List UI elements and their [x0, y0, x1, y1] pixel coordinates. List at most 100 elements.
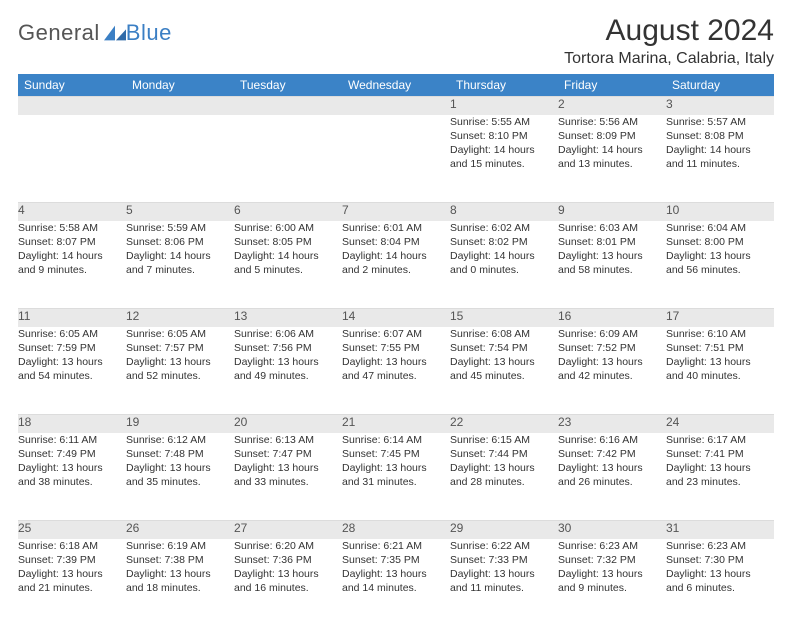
day-details: Sunrise: 6:19 AMSunset: 7:38 PMDaylight:… — [126, 539, 234, 596]
day-detail-line: Sunrise: 6:06 AM — [234, 327, 342, 341]
day-number-cell: 18 — [18, 415, 126, 433]
day-detail-line: and 33 minutes. — [234, 475, 342, 489]
day-detail-line: Sunset: 8:07 PM — [18, 235, 126, 249]
day-detail-line: Daylight: 13 hours — [342, 567, 450, 581]
day-number-cell: 14 — [342, 309, 450, 327]
day-content-cell: Sunrise: 6:02 AMSunset: 8:02 PMDaylight:… — [450, 221, 558, 309]
day-content-cell: Sunrise: 6:19 AMSunset: 7:38 PMDaylight:… — [126, 539, 234, 627]
day-detail-line: Sunrise: 6:23 AM — [666, 539, 774, 553]
day-number-row: 45678910 — [18, 203, 774, 221]
day-detail-line: Sunrise: 6:13 AM — [234, 433, 342, 447]
day-content-cell: Sunrise: 6:16 AMSunset: 7:42 PMDaylight:… — [558, 433, 666, 521]
day-detail-line: Sunrise: 6:04 AM — [666, 221, 774, 235]
day-detail-line: Sunrise: 6:18 AM — [18, 539, 126, 553]
day-detail-line: and 11 minutes. — [450, 581, 558, 595]
day-content-cell: Sunrise: 6:03 AMSunset: 8:01 PMDaylight:… — [558, 221, 666, 309]
day-detail-line: Sunset: 7:41 PM — [666, 447, 774, 461]
day-number-cell: 17 — [666, 309, 774, 327]
day-number-cell: 20 — [234, 415, 342, 433]
day-detail-line: Sunrise: 6:17 AM — [666, 433, 774, 447]
day-detail-line: Sunrise: 6:07 AM — [342, 327, 450, 341]
day-detail-line: Sunrise: 6:21 AM — [342, 539, 450, 553]
day-content-cell: Sunrise: 6:23 AMSunset: 7:30 PMDaylight:… — [666, 539, 774, 627]
day-detail-line: Sunset: 7:57 PM — [126, 341, 234, 355]
day-number-cell — [234, 97, 342, 115]
day-detail-line: Daylight: 13 hours — [234, 567, 342, 581]
day-number-cell — [18, 97, 126, 115]
day-content-cell: Sunrise: 5:59 AMSunset: 8:06 PMDaylight:… — [126, 221, 234, 309]
day-detail-line: Sunrise: 6:16 AM — [558, 433, 666, 447]
day-number-cell: 24 — [666, 415, 774, 433]
day-detail-line: Sunrise: 6:01 AM — [342, 221, 450, 235]
day-detail-line: Sunset: 7:54 PM — [450, 341, 558, 355]
day-detail-line: and 6 minutes. — [666, 581, 774, 595]
day-detail-line: Sunrise: 5:58 AM — [18, 221, 126, 235]
day-details: Sunrise: 6:03 AMSunset: 8:01 PMDaylight:… — [558, 221, 666, 278]
day-number-cell: 27 — [234, 521, 342, 539]
day-number-cell: 28 — [342, 521, 450, 539]
day-detail-line: Sunrise: 6:03 AM — [558, 221, 666, 235]
weekday-header: Thursday — [450, 74, 558, 97]
day-content-cell: Sunrise: 6:13 AMSunset: 7:47 PMDaylight:… — [234, 433, 342, 521]
day-content-cell: Sunrise: 6:12 AMSunset: 7:48 PMDaylight:… — [126, 433, 234, 521]
day-content-cell: Sunrise: 6:11 AMSunset: 7:49 PMDaylight:… — [18, 433, 126, 521]
page-header: General Blue August 2024 Tortora Marina,… — [18, 14, 774, 68]
day-detail-line: and 14 minutes. — [342, 581, 450, 595]
day-detail-line: Daylight: 14 hours — [18, 249, 126, 263]
day-number-cell: 21 — [342, 415, 450, 433]
day-detail-line: Daylight: 13 hours — [18, 355, 126, 369]
day-detail-line: and 26 minutes. — [558, 475, 666, 489]
title-block: August 2024 Tortora Marina, Calabria, It… — [564, 14, 774, 68]
day-detail-line: Sunset: 7:45 PM — [342, 447, 450, 461]
day-content-cell — [126, 115, 234, 203]
day-detail-line: Daylight: 13 hours — [450, 461, 558, 475]
day-content-cell: Sunrise: 6:22 AMSunset: 7:33 PMDaylight:… — [450, 539, 558, 627]
day-detail-line: Sunrise: 6:12 AM — [126, 433, 234, 447]
day-details: Sunrise: 6:02 AMSunset: 8:02 PMDaylight:… — [450, 221, 558, 278]
day-details: Sunrise: 6:15 AMSunset: 7:44 PMDaylight:… — [450, 433, 558, 490]
day-detail-line: Daylight: 14 hours — [450, 249, 558, 263]
day-content-cell — [18, 115, 126, 203]
day-detail-line: Daylight: 13 hours — [18, 461, 126, 475]
day-detail-line: Sunrise: 5:56 AM — [558, 115, 666, 129]
day-number-cell — [342, 97, 450, 115]
day-detail-line: Sunrise: 6:11 AM — [18, 433, 126, 447]
day-number-cell: 9 — [558, 203, 666, 221]
day-detail-line: Daylight: 13 hours — [666, 355, 774, 369]
day-detail-line: and 23 minutes. — [666, 475, 774, 489]
day-detail-line: Daylight: 13 hours — [450, 355, 558, 369]
day-content-cell: Sunrise: 5:57 AMSunset: 8:08 PMDaylight:… — [666, 115, 774, 203]
day-detail-line: and 2 minutes. — [342, 263, 450, 277]
day-detail-line: Daylight: 13 hours — [558, 355, 666, 369]
day-detail-line: Sunset: 7:42 PM — [558, 447, 666, 461]
day-content-row: Sunrise: 6:11 AMSunset: 7:49 PMDaylight:… — [18, 433, 774, 521]
day-details: Sunrise: 6:05 AMSunset: 7:57 PMDaylight:… — [126, 327, 234, 384]
day-detail-line: and 15 minutes. — [450, 157, 558, 171]
day-detail-line: Daylight: 13 hours — [558, 249, 666, 263]
day-content-row: Sunrise: 5:58 AMSunset: 8:07 PMDaylight:… — [18, 221, 774, 309]
day-detail-line: Daylight: 13 hours — [450, 567, 558, 581]
day-detail-line: Daylight: 13 hours — [666, 567, 774, 581]
day-detail-line: Sunset: 8:02 PM — [450, 235, 558, 249]
weekday-header: Friday — [558, 74, 666, 97]
day-content-cell: Sunrise: 6:20 AMSunset: 7:36 PMDaylight:… — [234, 539, 342, 627]
day-detail-line: Daylight: 13 hours — [666, 461, 774, 475]
day-details: Sunrise: 6:10 AMSunset: 7:51 PMDaylight:… — [666, 327, 774, 384]
day-number-cell: 29 — [450, 521, 558, 539]
day-detail-line: and 42 minutes. — [558, 369, 666, 383]
day-detail-line: Daylight: 13 hours — [558, 461, 666, 475]
day-detail-line: Sunrise: 5:59 AM — [126, 221, 234, 235]
day-detail-line: Daylight: 13 hours — [234, 461, 342, 475]
day-detail-line: Daylight: 13 hours — [126, 461, 234, 475]
day-detail-line: Sunset: 7:47 PM — [234, 447, 342, 461]
day-detail-line: Sunset: 7:51 PM — [666, 341, 774, 355]
calendar-table: Sunday Monday Tuesday Wednesday Thursday… — [18, 74, 774, 627]
day-number-cell: 8 — [450, 203, 558, 221]
day-detail-line: Daylight: 13 hours — [234, 355, 342, 369]
weekday-header: Saturday — [666, 74, 774, 97]
day-detail-line: Sunset: 7:32 PM — [558, 553, 666, 567]
day-number-row: 123 — [18, 97, 774, 115]
day-content-cell — [234, 115, 342, 203]
day-detail-line: and 40 minutes. — [666, 369, 774, 383]
day-details: Sunrise: 6:23 AMSunset: 7:30 PMDaylight:… — [666, 539, 774, 596]
